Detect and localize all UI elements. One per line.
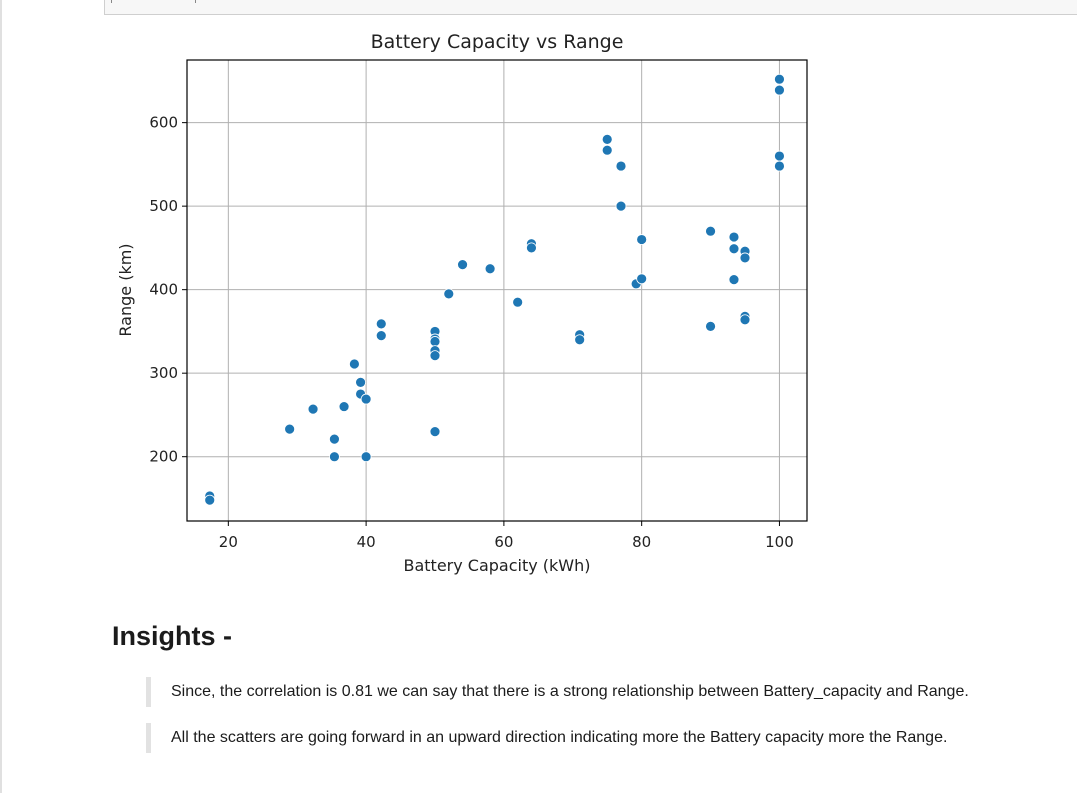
data-point bbox=[774, 73, 785, 85]
chart-container: 20 40 60 80 100 200 300 400 500 600 Battery Capac… bbox=[116, 31, 808, 575]
data-point bbox=[484, 263, 496, 275]
chart-title: Battery Capacity vs Range bbox=[371, 31, 624, 53]
data-point bbox=[429, 426, 441, 438]
data-point bbox=[355, 376, 367, 388]
data-point bbox=[204, 494, 216, 506]
x-tick-label: 40 bbox=[357, 533, 376, 551]
data-point bbox=[774, 160, 785, 172]
data-point bbox=[429, 336, 441, 347]
data-point bbox=[774, 150, 785, 162]
x-axis-label: Battery Capacity (kWh) bbox=[403, 556, 590, 575]
data-point bbox=[774, 84, 785, 96]
scatter-chart: 20 40 60 80 100 200 300 400 500 600 Battery Capac… bbox=[116, 31, 808, 575]
data-points bbox=[204, 73, 785, 506]
data-point bbox=[284, 423, 296, 435]
data-point bbox=[739, 252, 751, 264]
data-point bbox=[636, 273, 648, 285]
data-point bbox=[375, 318, 387, 330]
grid-lines bbox=[187, 60, 807, 521]
previous-cell-edge bbox=[104, 0, 1077, 15]
x-tick-label: 80 bbox=[632, 533, 651, 551]
data-point bbox=[307, 403, 319, 415]
x-tick-label: 100 bbox=[765, 533, 794, 551]
insight-quote: Since, the correlation is 0.81 we can sa… bbox=[146, 677, 1046, 707]
axis-ticks: 20 40 60 80 100 200 300 400 500 600 bbox=[149, 114, 793, 551]
data-point bbox=[601, 144, 613, 156]
data-point bbox=[728, 274, 740, 286]
clipped-text-mark bbox=[195, 0, 196, 3]
data-point bbox=[705, 321, 716, 332]
data-point bbox=[728, 243, 740, 255]
y-tick-label: 300 bbox=[149, 364, 178, 382]
data-point bbox=[574, 334, 586, 346]
data-point bbox=[636, 234, 648, 245]
y-tick-label: 200 bbox=[149, 448, 178, 466]
data-point bbox=[728, 231, 740, 243]
data-point bbox=[360, 393, 372, 405]
data-point bbox=[615, 160, 627, 172]
data-point bbox=[615, 200, 627, 212]
data-point bbox=[457, 259, 468, 271]
data-point bbox=[338, 401, 350, 412]
page-left-border bbox=[0, 0, 2, 793]
data-point bbox=[360, 451, 372, 463]
clipped-text-mark bbox=[111, 0, 112, 3]
data-point bbox=[705, 225, 716, 237]
data-point bbox=[329, 451, 340, 463]
y-tick-label: 600 bbox=[149, 114, 178, 132]
data-point bbox=[443, 288, 455, 300]
insights-heading: Insights - bbox=[112, 621, 232, 651]
data-point bbox=[429, 350, 441, 362]
data-point bbox=[739, 314, 751, 326]
data-point bbox=[512, 296, 524, 308]
insight-quote: All the scatters are going forward in an… bbox=[146, 723, 1046, 753]
data-point bbox=[329, 433, 340, 445]
data-point bbox=[375, 330, 387, 341]
y-tick-label: 400 bbox=[149, 281, 178, 299]
data-point bbox=[601, 133, 613, 145]
data-point bbox=[348, 358, 360, 370]
x-tick-label: 60 bbox=[494, 533, 513, 551]
y-tick-label: 500 bbox=[149, 197, 178, 215]
x-tick-label: 20 bbox=[219, 533, 238, 551]
plot-area-frame bbox=[186, 59, 808, 522]
data-point bbox=[526, 242, 537, 254]
y-axis-label: Range (km) bbox=[116, 243, 135, 336]
